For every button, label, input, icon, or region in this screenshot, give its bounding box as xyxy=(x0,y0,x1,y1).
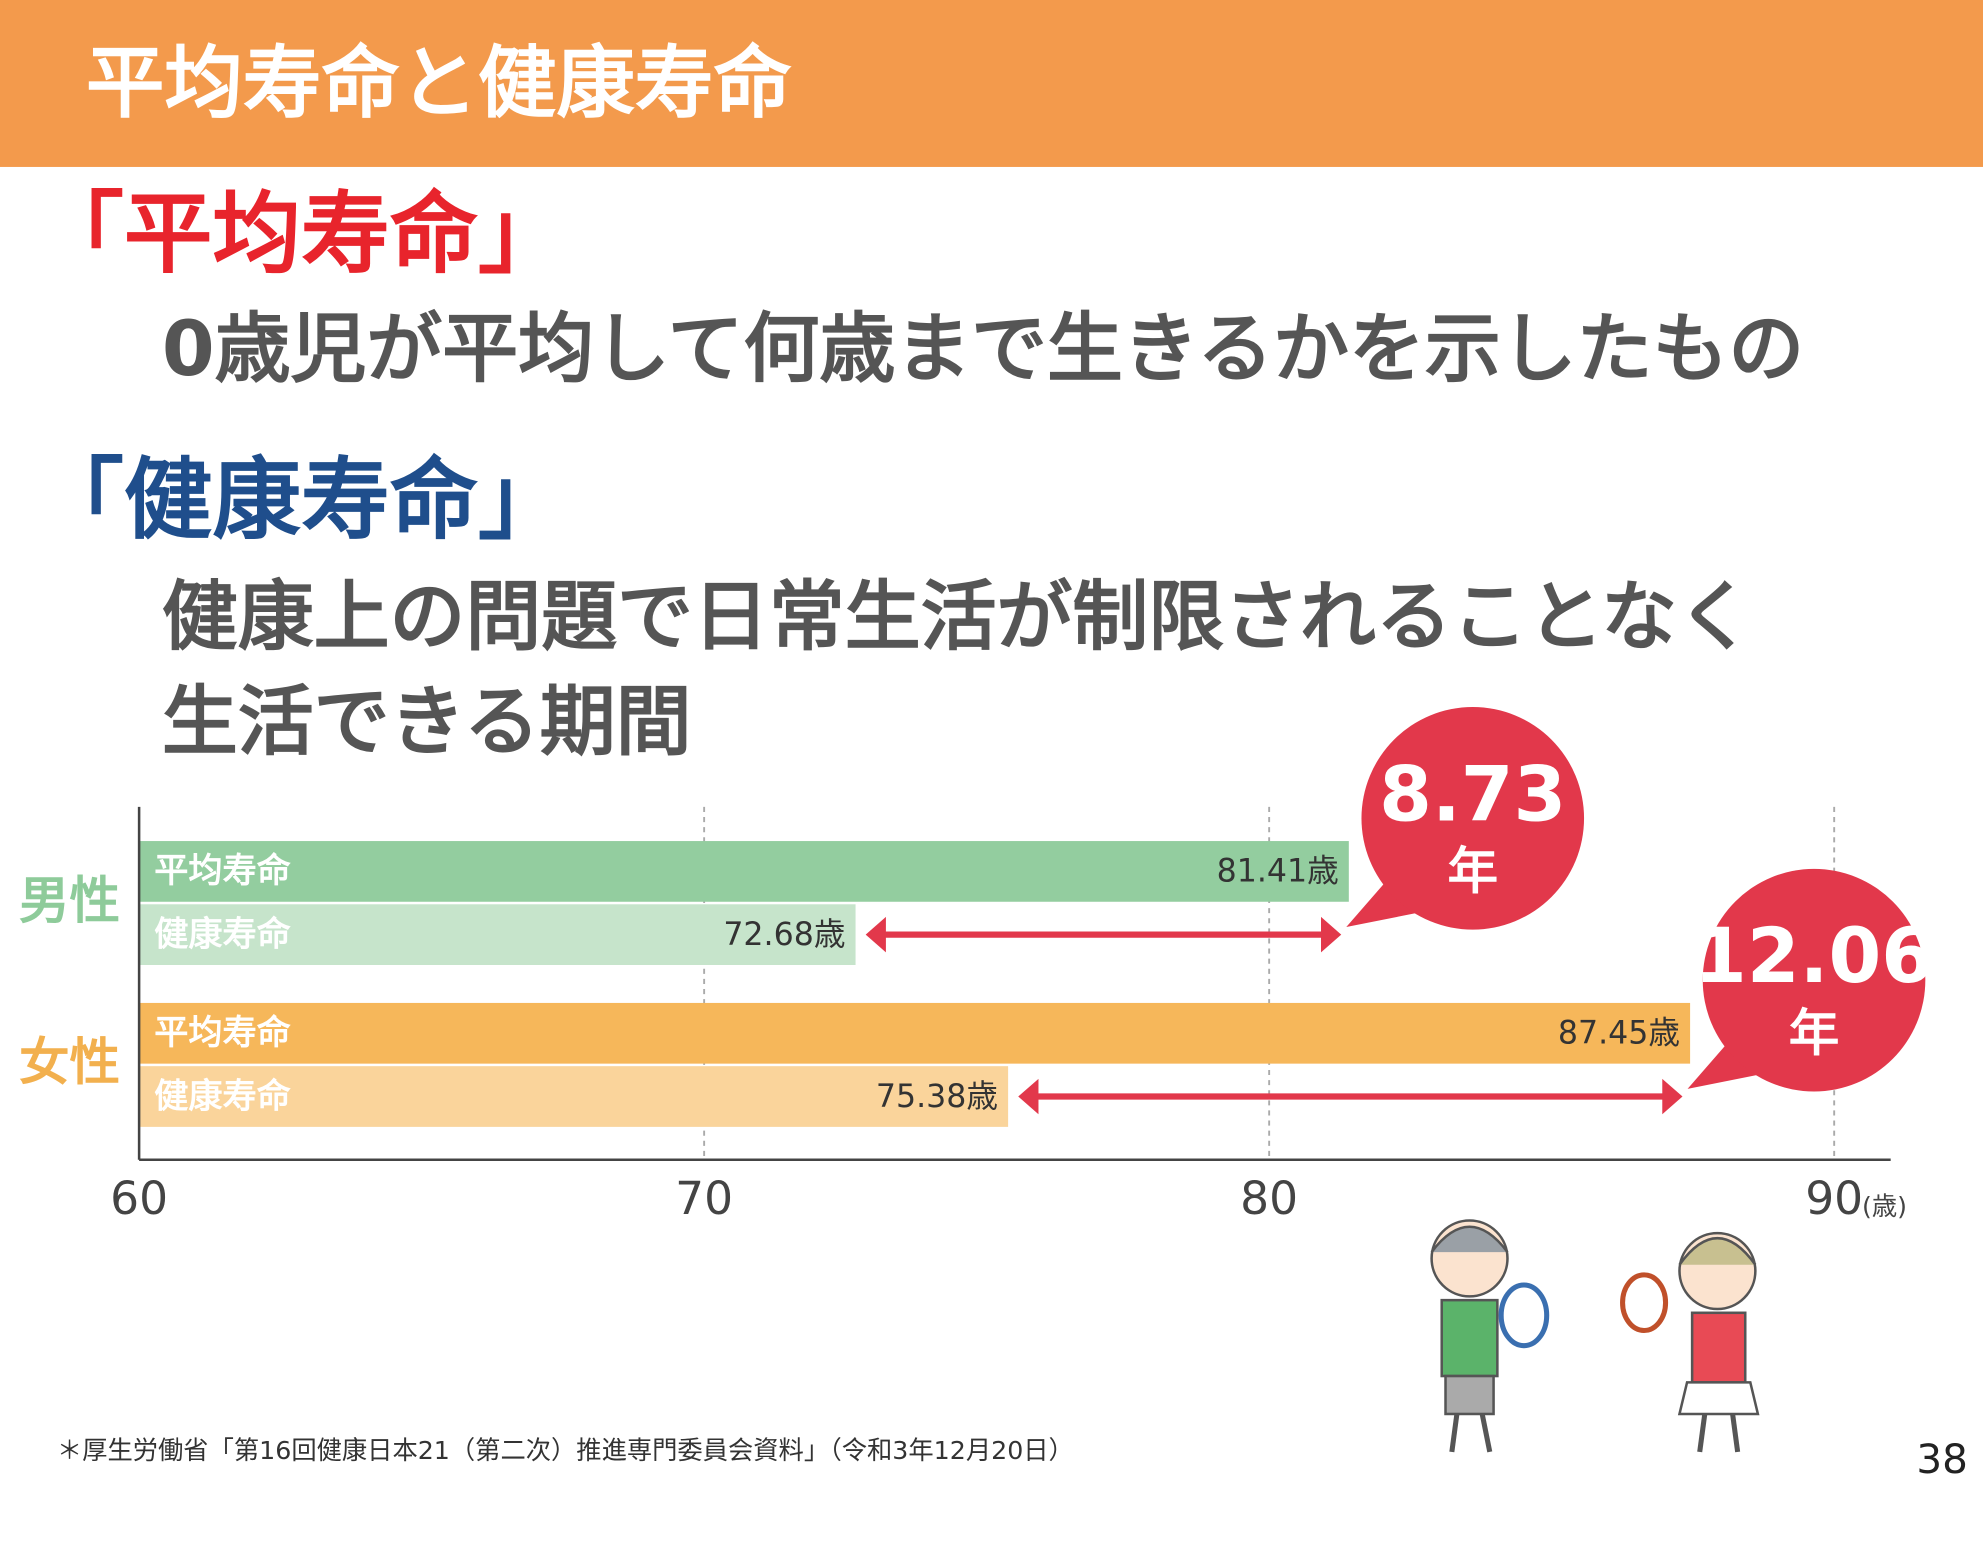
arrow-head xyxy=(1662,1078,1683,1115)
value-label: 81.41歳 xyxy=(1217,854,1339,890)
definition: 0歳児が平均して何歳まで生きるかを示したもの xyxy=(162,305,1804,393)
x-tick-label: 60 xyxy=(110,1172,168,1225)
difference-unit: 年 xyxy=(1447,842,1498,901)
x-tick-label: 80 xyxy=(1240,1172,1298,1225)
difference-value: 8.73 xyxy=(1379,750,1566,838)
bubble xyxy=(1361,706,1585,930)
arrow-head xyxy=(1018,1078,1039,1115)
header-bar xyxy=(0,0,1983,167)
x-tick-label: 90 xyxy=(1805,1172,1863,1225)
illustration-man xyxy=(1430,1219,1550,1453)
bubble xyxy=(1702,868,1926,1092)
series-label: 平均寿命 xyxy=(154,851,291,891)
term: 「平均寿命」 xyxy=(35,183,566,286)
arrow-head xyxy=(1321,916,1342,953)
source-note: ＊厚生労働省「第16回健康日本21（第二次）推進専門委員会資料」（令和3年12月… xyxy=(57,1436,1074,1465)
bar xyxy=(139,904,856,965)
series-label: 健康寿命 xyxy=(154,1076,291,1116)
difference-value: 12.06 xyxy=(1694,912,1934,1000)
arrow-head xyxy=(865,916,886,953)
category-label: 男性 xyxy=(19,871,120,930)
bar xyxy=(139,1002,1691,1064)
category-label: 女性 xyxy=(19,1033,120,1092)
page-number: 38 xyxy=(1916,1435,1967,1483)
slide-title: 平均寿命と健康寿命 xyxy=(86,38,792,129)
illustration-woman xyxy=(1620,1231,1760,1453)
series-label: 平均寿命 xyxy=(154,1013,291,1053)
series-label: 健康寿命 xyxy=(154,914,291,954)
term: 「健康寿命」 xyxy=(35,448,566,551)
definition: 健康上の問題で日常生活が制限されることなく xyxy=(162,573,1753,661)
bar xyxy=(139,1066,1009,1127)
x-tick-label: 70 xyxy=(675,1172,733,1225)
bar xyxy=(139,841,1349,902)
definition: 生活できる期間 xyxy=(162,678,692,766)
value-label: 87.45歳 xyxy=(1558,1016,1680,1052)
value-label: 75.38歳 xyxy=(876,1079,998,1115)
value-label: 72.68歳 xyxy=(723,917,845,953)
difference-unit: 年 xyxy=(1789,1004,1840,1063)
x-unit: (歳) xyxy=(1862,1192,1907,1221)
